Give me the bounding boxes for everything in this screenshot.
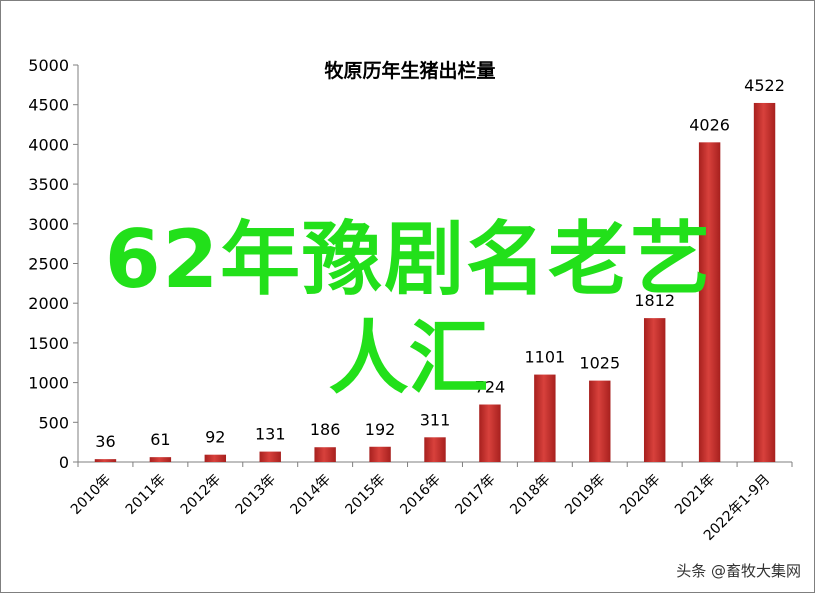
data-label: 1101	[524, 348, 565, 367]
bar	[753, 102, 776, 463]
bar	[534, 374, 556, 462]
data-label: 724	[475, 378, 506, 397]
bars	[94, 102, 776, 463]
y-tick-label: 3000	[28, 215, 69, 234]
x-tick-label: 2013年	[233, 472, 279, 518]
data-label: 131	[255, 425, 286, 444]
y-tick-label: 4000	[28, 135, 69, 154]
x-tick-label: 2019年	[562, 472, 608, 518]
data-label: 192	[365, 420, 396, 439]
data-label: 61	[150, 430, 170, 449]
data-label: 1025	[579, 354, 620, 373]
x-tick-label: 2011年	[123, 472, 169, 518]
bar	[479, 404, 501, 462]
x-tick-label: 2012年	[178, 472, 224, 518]
y-tick-label: 3500	[28, 175, 69, 194]
y-tick-label: 5000	[28, 56, 69, 75]
axes: 0 500 1000 1500 2000 2500 3000 3500 4000 4500 5000…	[28, 56, 793, 544]
data-label: 311	[420, 410, 451, 429]
bar	[369, 446, 391, 462]
y-tick-label: 1500	[28, 334, 69, 353]
y-tick-label: 1000	[28, 374, 69, 393]
data-label: 36	[95, 432, 115, 451]
y-tick-label: 500	[38, 413, 69, 432]
chart-title: 牧原历年生猪出栏量	[324, 59, 495, 82]
bar	[698, 142, 721, 462]
x-tick-label: 2010年	[68, 472, 114, 518]
bar	[424, 437, 446, 462]
x-tick-label: 2016年	[397, 472, 443, 518]
y-tick-label: 2000	[28, 294, 69, 313]
x-tick-label: 2018年	[507, 472, 553, 518]
bar	[94, 459, 117, 462]
x-tick-label: 2014年	[288, 472, 334, 518]
bar	[643, 318, 666, 462]
bar	[314, 447, 336, 462]
bar	[589, 380, 611, 462]
x-tick-label: 2021年	[672, 472, 718, 518]
y-tick-label: 2500	[28, 255, 69, 274]
data-label: 4026	[689, 115, 730, 134]
data-label: 186	[310, 420, 341, 439]
y-tick-label: 4500	[28, 96, 69, 115]
bar	[259, 451, 281, 462]
data-label: 92	[205, 428, 225, 447]
data-labels: 36 61 92 131 186 192 311 724 1101 1025 1812 4026 452…	[95, 76, 785, 451]
bar	[204, 454, 227, 462]
watermark: 头条 @畜牧大集网	[676, 562, 801, 580]
x-tick-label: 2017年	[452, 472, 498, 518]
x-tick-label: 2020年	[617, 472, 663, 518]
bar	[149, 457, 172, 462]
x-tick-label: 2015年	[342, 472, 388, 518]
data-label: 1812	[634, 291, 675, 310]
data-label: 4522	[744, 76, 785, 95]
y-tick-label: 0	[59, 453, 69, 472]
